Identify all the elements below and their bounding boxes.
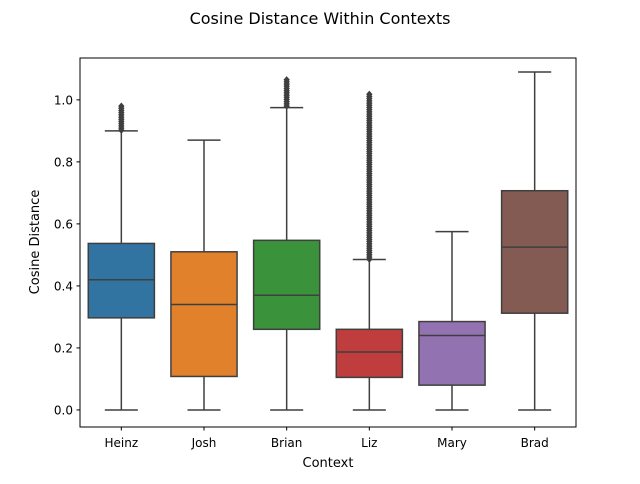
x-tick-label: Josh	[191, 436, 217, 450]
y-tick-label: 0.8	[54, 155, 73, 169]
iqr-box	[170, 251, 238, 378]
box-josh	[170, 139, 238, 411]
y-tick-label: 0.2	[54, 341, 73, 355]
iqr-box	[500, 189, 569, 314]
x-tick-label: Brian	[271, 436, 302, 450]
box-liz	[335, 90, 404, 411]
iqr-box	[252, 239, 321, 331]
x-axis-label: Context	[303, 456, 354, 471]
iqr-box	[335, 328, 404, 379]
x-tick-label: Brad	[521, 436, 549, 450]
y-axis-label: Cosine Distance	[28, 190, 43, 295]
outliers-heinz	[118, 102, 125, 134]
x-tick-label: Mary	[437, 436, 467, 450]
box-mary	[418, 230, 486, 411]
x-tick-label: Liz	[361, 436, 377, 450]
iqr-box	[87, 242, 156, 319]
y-tick-label: 0.0	[54, 403, 73, 417]
y-tick-label: 0.6	[54, 217, 73, 231]
y-axis: 0.0 0.2 0.4 0.6 0.8 1.0	[54, 93, 80, 417]
y-tick-label: 1.0	[54, 93, 73, 107]
x-axis: Heinz Josh Brian Liz Mary Brad	[105, 427, 549, 450]
box-brad	[500, 71, 569, 411]
box-heinz	[87, 102, 156, 411]
boxes-layer	[87, 71, 569, 411]
plot-frame	[79, 57, 577, 428]
iqr-box	[418, 320, 486, 386]
chart-title: Cosine Distance Within Contexts	[190, 9, 451, 28]
outliers-brian	[283, 76, 290, 110]
box-brian	[252, 76, 321, 411]
outliers-liz	[366, 90, 373, 263]
x-tick-label: Heinz	[105, 436, 139, 450]
y-tick-label: 0.4	[54, 279, 73, 293]
